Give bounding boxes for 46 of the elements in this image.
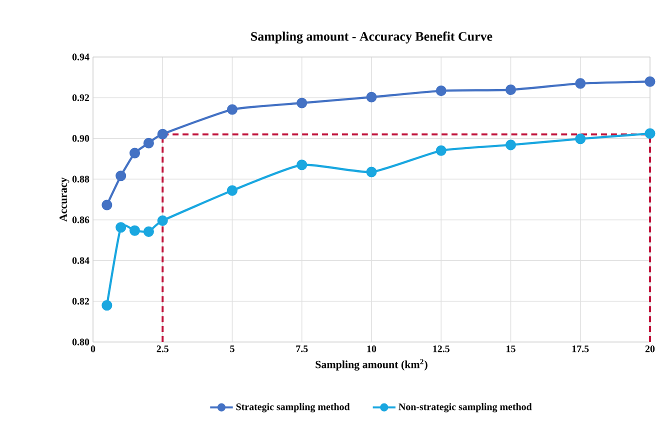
y-tick-label: 0.92 bbox=[72, 94, 90, 102]
point bbox=[226, 104, 238, 115]
x-tick-label: 20 bbox=[645, 346, 655, 352]
point bbox=[505, 140, 516, 150]
x-tick-label: 17.5 bbox=[572, 346, 589, 352]
point bbox=[575, 78, 586, 89]
legend-label: Strategic sampling method bbox=[236, 403, 350, 412]
x-tick-label: 7.5 bbox=[296, 346, 308, 352]
point bbox=[129, 148, 140, 158]
y-tick-label: 0.94 bbox=[72, 54, 90, 60]
point bbox=[575, 134, 586, 144]
point bbox=[157, 215, 168, 226]
point bbox=[129, 225, 140, 236]
x-tick-label: 5 bbox=[230, 346, 234, 352]
point bbox=[366, 166, 377, 178]
x-tick-label: 0 bbox=[90, 346, 96, 352]
x-tick-label: 12.5 bbox=[433, 346, 450, 352]
point bbox=[505, 84, 516, 96]
x-axis-title: Sampling amount (km$^{2}$) bbox=[316, 359, 428, 371]
point bbox=[116, 222, 126, 233]
point bbox=[366, 92, 377, 102]
point bbox=[644, 76, 656, 87]
legend-label: Non-strategic sampling method bbox=[398, 403, 532, 412]
point bbox=[143, 138, 154, 148]
y-tick-label: 0.90 bbox=[72, 135, 90, 142]
y-tick-label: 0.80 bbox=[72, 338, 90, 346]
point bbox=[296, 98, 308, 108]
point bbox=[644, 128, 656, 139]
point bbox=[226, 185, 238, 196]
point bbox=[436, 145, 446, 156]
x-tick-label: 15 bbox=[506, 346, 516, 352]
point bbox=[157, 128, 168, 140]
chart-title: Sampling amount - Accuracy Benefit Curve bbox=[251, 32, 492, 44]
y-axis-title: Accuracy bbox=[60, 177, 70, 222]
point bbox=[436, 86, 446, 96]
y-tick-label: 0.82 bbox=[72, 298, 90, 305]
y-tick-label: 0.88 bbox=[72, 176, 90, 183]
x-tick-label: 10 bbox=[367, 346, 376, 352]
point bbox=[116, 170, 126, 182]
point bbox=[296, 160, 308, 170]
point bbox=[143, 226, 154, 237]
y-tick-label: 0.84 bbox=[72, 257, 90, 264]
y-tick-label: 0.86 bbox=[72, 216, 90, 224]
point bbox=[102, 200, 112, 210]
x-tick-label: 2.5 bbox=[156, 346, 168, 352]
point bbox=[102, 300, 112, 311]
